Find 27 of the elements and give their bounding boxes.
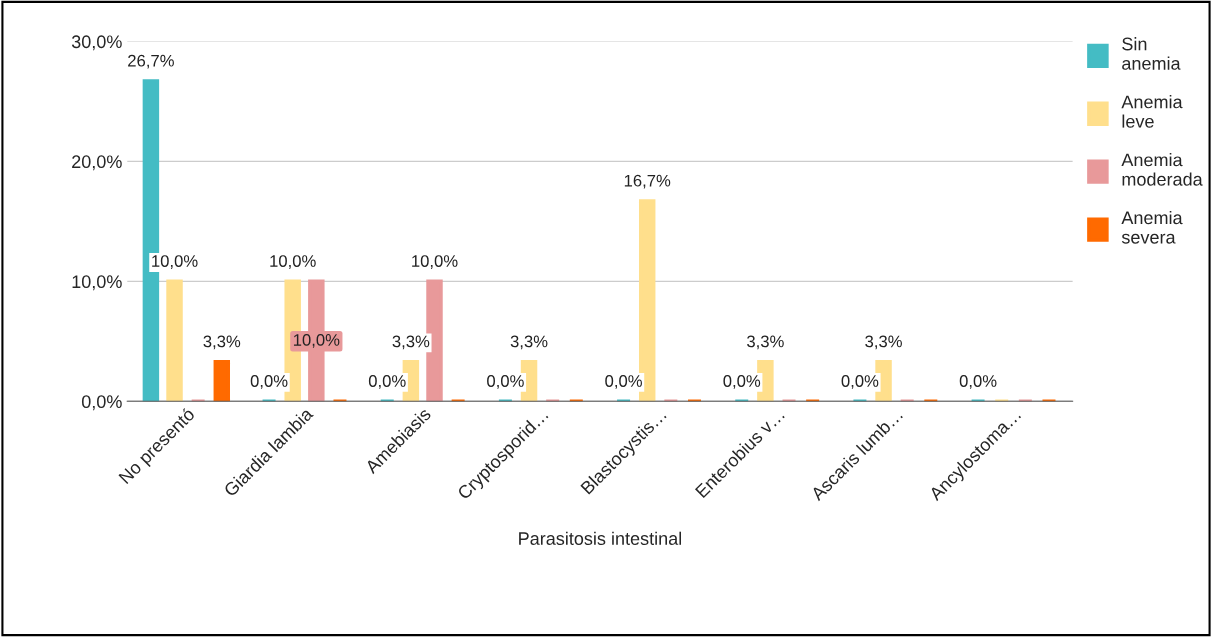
data-label: 3,3% xyxy=(203,335,241,350)
legend-label: Anemia moderada xyxy=(1121,153,1203,186)
x-axis-title: Parasitosis intestinal xyxy=(519,531,682,545)
data-label: 3,3% xyxy=(865,335,902,350)
data-label: 0,0% xyxy=(841,375,879,389)
legend-label: Anemia leve xyxy=(1121,95,1183,128)
y-tick-label: 30,0% xyxy=(71,35,122,51)
legend-label: Anemia severa xyxy=(1121,210,1183,244)
data-label: 3,3% xyxy=(510,335,548,350)
data-label: 10,0% xyxy=(270,255,316,269)
y-tick-label: 10,0% xyxy=(72,275,122,291)
data-label: 0,0% xyxy=(487,375,524,389)
y-tick-label: 0,0% xyxy=(81,395,122,411)
y-tick-label: 20,0% xyxy=(72,155,122,171)
data-label: 0,0% xyxy=(959,375,997,389)
data-label: 3,3% xyxy=(747,335,784,350)
data-label: 10,0% xyxy=(412,255,458,269)
data-label: 0,0% xyxy=(723,375,761,389)
data-label: 16,7% xyxy=(624,174,671,189)
data-label: 0,0% xyxy=(368,375,406,389)
data-label: 10,0% xyxy=(152,255,198,269)
legend-label: Sin anemia xyxy=(1122,37,1181,70)
data-label: 0,0% xyxy=(250,375,288,389)
data-label: 0,0% xyxy=(605,375,642,389)
data-label: 26,7% xyxy=(128,54,174,69)
data-label: 10,0% xyxy=(293,334,340,348)
data-label: 3,3% xyxy=(392,335,430,350)
